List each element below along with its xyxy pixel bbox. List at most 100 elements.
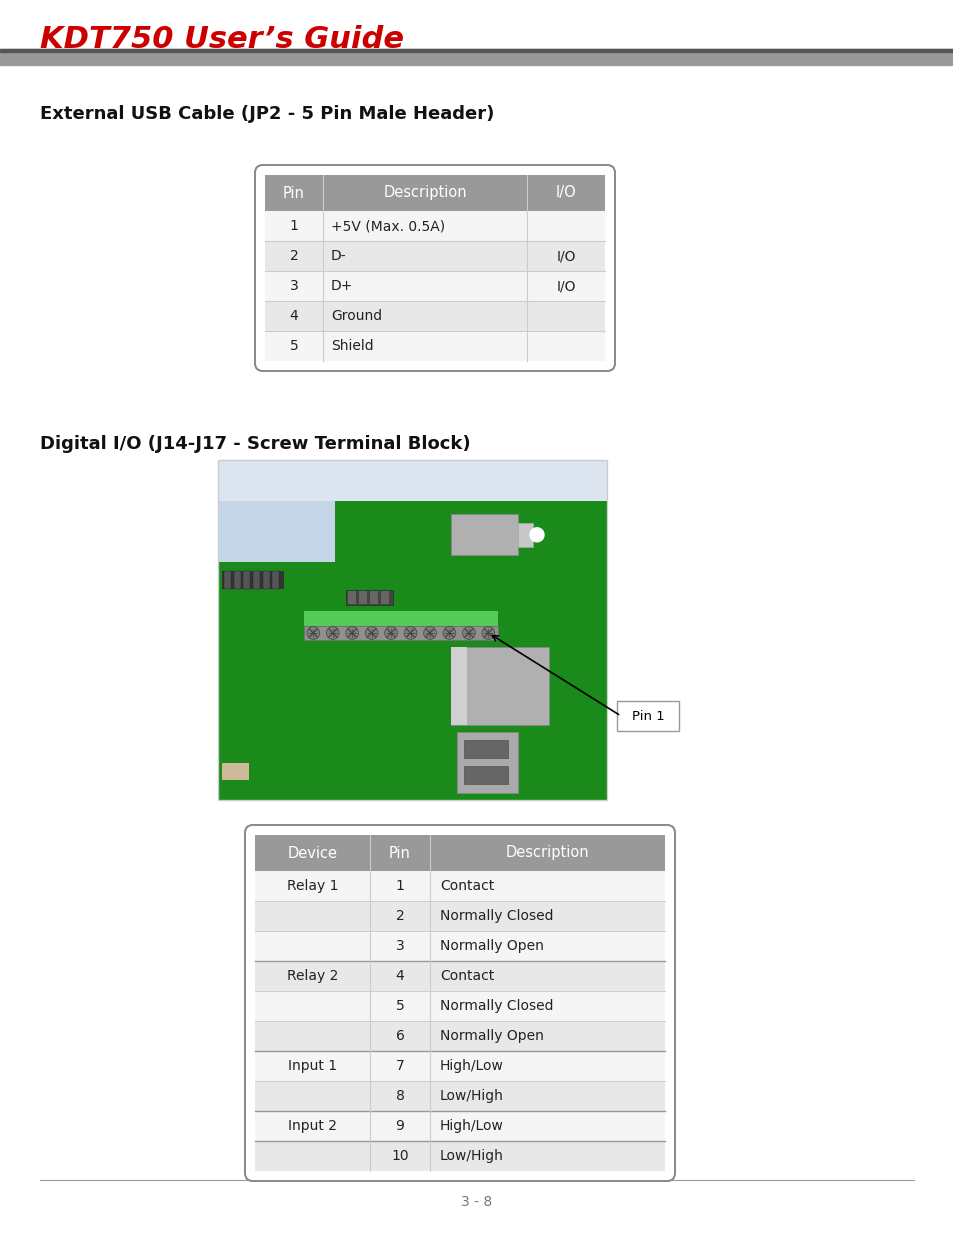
Text: 4: 4 [395,969,404,983]
Text: 5: 5 [395,999,404,1013]
Text: I/O: I/O [556,249,576,263]
Text: 3: 3 [395,939,404,953]
Bar [0,49,953,65]
Text: Digital I/O (J14-J17 - Screw Terminal Block): Digital I/O (J14-J17 - Screw Terminal Bl… [40,435,470,453]
Bar [265,241,604,270]
Bar [265,211,604,241]
Text: Pin: Pin [389,846,411,861]
Bar [517,522,533,547]
Text: 3: 3 [290,279,298,293]
Text: Relay 1: Relay 1 [287,879,338,893]
Text: Pin 1: Pin 1 [631,709,663,722]
Bar [253,571,260,589]
Bar [254,871,664,902]
Text: 9: 9 [395,1119,404,1132]
Bar [254,1112,664,1141]
Text: KDT750 User’s Guide: KDT750 User’s Guide [40,25,403,54]
Text: Normally Closed: Normally Closed [439,999,553,1013]
Bar [265,331,604,361]
Text: D-: D- [331,249,346,263]
Text: 2: 2 [395,909,404,923]
Circle shape [404,626,416,640]
Text: D+: D+ [331,279,353,293]
Text: Low/High: Low/High [439,1089,503,1103]
FancyBboxPatch shape [245,825,675,1181]
Bar [243,571,250,589]
Bar [265,301,604,331]
Text: Device: Device [287,846,337,861]
Text: 8: 8 [395,1089,404,1103]
Text: 2: 2 [290,249,298,263]
Bar [254,902,664,931]
Bar [218,501,335,562]
Circle shape [307,626,319,640]
Text: I/O: I/O [555,185,576,200]
Bar [222,762,249,779]
Text: Contact: Contact [439,969,494,983]
Bar [456,732,517,793]
Bar [254,961,664,990]
Bar [265,270,604,301]
Bar [348,590,355,604]
Circle shape [530,527,543,542]
Text: 10: 10 [391,1149,409,1163]
Circle shape [326,626,338,640]
Bar [262,571,270,589]
Bar [218,501,606,800]
Text: Description: Description [505,846,589,861]
Bar [218,459,606,556]
Bar [346,590,393,604]
Text: Shield: Shield [331,338,374,353]
Bar [254,1051,664,1081]
Text: External USB Cable (JP2 - 5 Pin Male Header): External USB Cable (JP2 - 5 Pin Male Hea… [40,105,494,124]
Text: Low/High: Low/High [439,1149,503,1163]
Text: 5: 5 [290,338,298,353]
Text: I/O: I/O [556,279,576,293]
Text: 3 - 8: 3 - 8 [461,1195,492,1209]
Text: 1: 1 [395,879,404,893]
Text: Ground: Ground [331,309,382,324]
Bar [380,590,389,604]
Bar [218,459,606,630]
Text: 4: 4 [290,309,298,324]
Bar [370,590,377,604]
Text: Input 2: Input 2 [288,1119,336,1132]
Bar [273,571,279,589]
Bar [254,1021,664,1051]
Bar [224,571,231,589]
Text: Normally Closed: Normally Closed [439,909,553,923]
Bar [464,766,507,784]
Bar [303,626,497,640]
Bar [254,835,664,871]
FancyBboxPatch shape [265,175,604,211]
Text: 1: 1 [290,219,298,233]
Bar [451,647,548,725]
Text: Normally Open: Normally Open [439,939,543,953]
Circle shape [442,626,456,640]
Bar [222,571,284,589]
Bar [0,49,953,52]
Bar [451,515,517,556]
Bar [451,647,466,725]
FancyBboxPatch shape [617,701,679,731]
Bar [359,590,367,604]
Text: High/Low: High/Low [439,1119,503,1132]
Circle shape [423,626,436,640]
Text: Relay 2: Relay 2 [287,969,337,983]
Text: 6: 6 [395,1029,404,1044]
Text: Pin: Pin [283,185,305,200]
Circle shape [481,626,495,640]
Bar [218,459,606,800]
Bar [254,1081,664,1112]
Bar [233,571,240,589]
Circle shape [365,626,377,640]
Bar [254,931,664,961]
Bar [464,740,507,758]
Bar [303,611,497,626]
Circle shape [346,626,358,640]
Text: Contact: Contact [439,879,494,893]
Text: Normally Open: Normally Open [439,1029,543,1044]
Text: 7: 7 [395,1058,404,1073]
Bar [254,1141,664,1171]
Text: Description: Description [383,185,466,200]
